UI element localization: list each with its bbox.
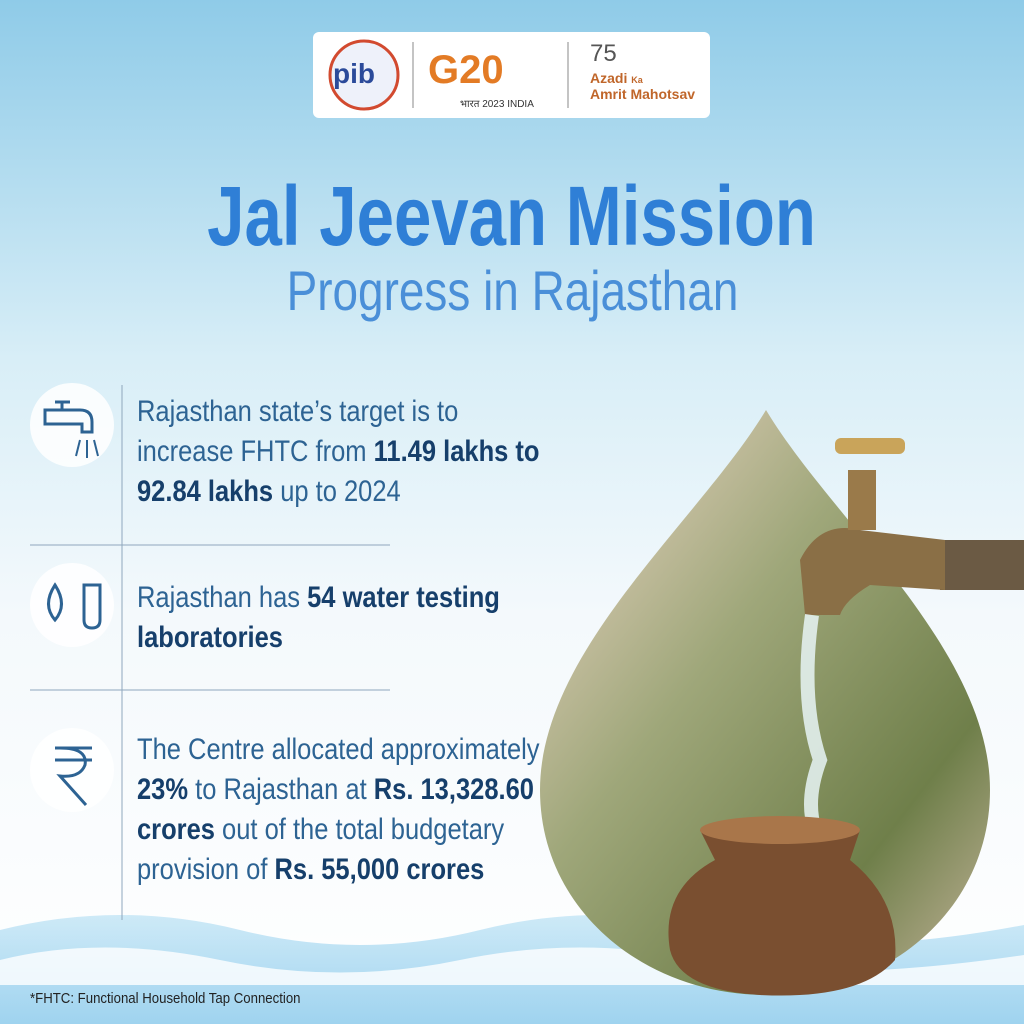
text: Rajasthan has: [137, 581, 308, 614]
footnote: *FHTC: Functional Household Tap Connecti…: [30, 990, 301, 1007]
item-text: The Centre allocated approximately 23% t…: [137, 730, 545, 890]
pib-logo: pib: [333, 58, 375, 89]
akam-number: 75: [590, 40, 617, 67]
item-text: Rajasthan has 54 water testing laborator…: [137, 578, 545, 658]
akam-text: Amrit: [590, 86, 627, 102]
icon-lab: [30, 563, 114, 647]
logo-bar: [313, 32, 710, 118]
text: to Rajasthan at: [188, 773, 374, 806]
text: The Centre allocated approximately: [137, 733, 540, 766]
text: up to 2024: [273, 475, 401, 508]
g20-sub: भारत 2023 INDIA: [460, 99, 534, 110]
akam-text: Mahotsav: [630, 86, 696, 102]
akam-text: Azadi: [590, 70, 628, 86]
icon-tap: [30, 383, 114, 467]
subtitle: Progress in Rajasthan: [286, 259, 738, 322]
icon-rupee: [30, 728, 114, 812]
highlight: 23%: [137, 773, 189, 806]
title-wrap: Jal Jeevan Mission: [0, 168, 1024, 265]
g20-logo: G20: [428, 48, 504, 92]
highlight: 54 water testing laboratories: [137, 581, 500, 654]
subtitle-wrap: Progress in Rajasthan: [0, 258, 1024, 323]
text: out of the total budgetary provision of: [137, 813, 505, 886]
akam-text: Ka: [631, 75, 643, 85]
highlight: 11.49 lakhs to 92.84 lakhs: [137, 435, 540, 508]
akam-text: Azadi Ka Amrit Mahotsav: [590, 70, 695, 102]
text: Rajasthan state’s target is to increase …: [137, 395, 459, 468]
highlight: Rs. 13,328.60 crores: [137, 773, 534, 846]
title: Jal Jeevan Mission: [207, 169, 817, 263]
highlight: Rs. 55,000 crores: [274, 853, 485, 886]
item-text: Rajasthan state’s target is to increase …: [137, 392, 545, 512]
